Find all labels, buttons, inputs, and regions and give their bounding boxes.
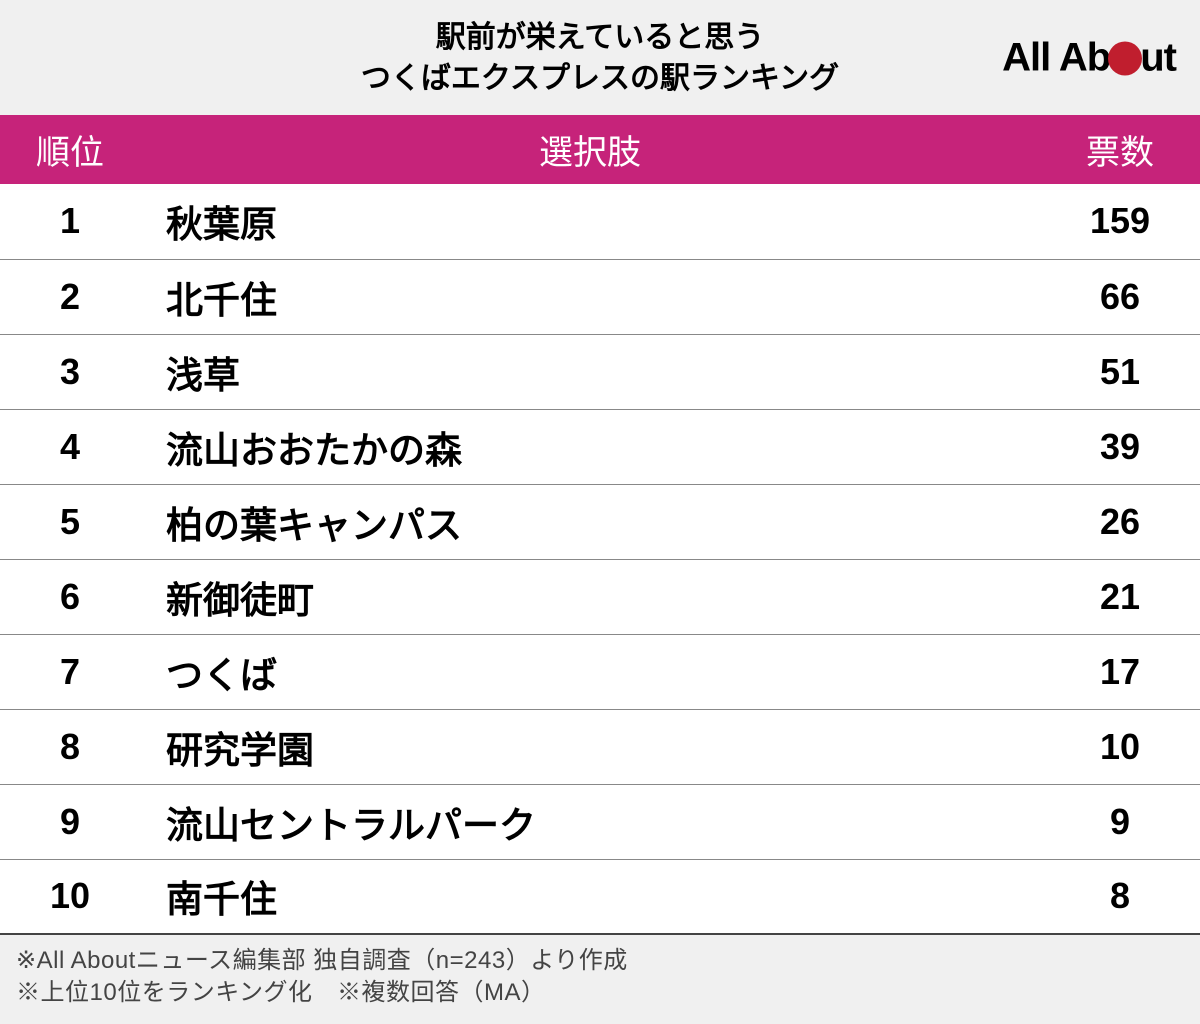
- table-row: 5柏の葉キャンパス26: [0, 484, 1200, 559]
- cell-name: 流山おおたかの森: [140, 409, 1040, 484]
- table-row: 10南千住8: [0, 859, 1200, 934]
- cell-name: 浅草: [140, 334, 1040, 409]
- cell-rank: 3: [0, 334, 140, 409]
- col-header-votes: 票数: [1040, 115, 1200, 184]
- cell-name: 研究学園: [140, 709, 1040, 784]
- cell-rank: 7: [0, 634, 140, 709]
- cell-rank: 9: [0, 784, 140, 859]
- logo-text-1: All Ab: [1002, 35, 1110, 80]
- cell-name: 新御徒町: [140, 559, 1040, 634]
- cell-rank: 2: [0, 259, 140, 334]
- table-row: 3浅草51: [0, 334, 1200, 409]
- cell-votes: 10: [1040, 709, 1200, 784]
- cell-votes: 8: [1040, 859, 1200, 934]
- header: 駅前が栄えていると思う つくばエクスプレスの駅ランキング All Ab ut: [0, 0, 1200, 115]
- cell-rank: 1: [0, 184, 140, 259]
- cell-rank: 6: [0, 559, 140, 634]
- cell-name: 柏の葉キャンパス: [140, 484, 1040, 559]
- allabout-logo: All Ab ut: [1002, 35, 1176, 80]
- table-row: 8研究学園10: [0, 709, 1200, 784]
- cell-name: 南千住: [140, 859, 1040, 934]
- footer-line-2: ※上位10位をランキング化 ※複数回答（MA）: [16, 977, 1184, 1009]
- footer: ※All Aboutニュース編集部 独自調査（n=243）より作成 ※上位10位…: [0, 935, 1200, 1024]
- cell-votes: 21: [1040, 559, 1200, 634]
- col-header-name: 選択肢: [140, 115, 1040, 184]
- cell-rank: 5: [0, 484, 140, 559]
- table-row: 6新御徒町21: [0, 559, 1200, 634]
- table-row: 7つくば17: [0, 634, 1200, 709]
- cell-name: つくば: [140, 634, 1040, 709]
- table-header-row: 順位 選択肢 票数: [0, 115, 1200, 184]
- cell-votes: 66: [1040, 259, 1200, 334]
- title-line-2: つくばエクスプレスの駅ランキング: [361, 59, 839, 100]
- table-row: 1秋葉原159: [0, 184, 1200, 259]
- cell-votes: 26: [1040, 484, 1200, 559]
- footer-line-1: ※All Aboutニュース編集部 独自調査（n=243）より作成: [16, 945, 1184, 977]
- table-row: 4流山おおたかの森39: [0, 409, 1200, 484]
- ranking-card: 駅前が栄えていると思う つくばエクスプレスの駅ランキング All Ab ut 順…: [0, 0, 1200, 1024]
- ranking-table: 順位 選択肢 票数 1秋葉原1592北千住663浅草514流山おおたかの森395…: [0, 115, 1200, 935]
- title-line-1: 駅前が栄えていると思う: [361, 18, 839, 59]
- logo-text-2: ut: [1140, 35, 1176, 80]
- cell-name: 北千住: [140, 259, 1040, 334]
- table-row: 9流山セントラルパーク9: [0, 784, 1200, 859]
- cell-votes: 17: [1040, 634, 1200, 709]
- cell-votes: 39: [1040, 409, 1200, 484]
- col-header-rank: 順位: [0, 115, 140, 184]
- cell-name: 秋葉原: [140, 184, 1040, 259]
- cell-rank: 4: [0, 409, 140, 484]
- cell-votes: 9: [1040, 784, 1200, 859]
- cell-votes: 159: [1040, 184, 1200, 259]
- cell-votes: 51: [1040, 334, 1200, 409]
- cell-rank: 8: [0, 709, 140, 784]
- table-row: 2北千住66: [0, 259, 1200, 334]
- logo-dot-icon: [1108, 41, 1142, 75]
- cell-rank: 10: [0, 859, 140, 934]
- cell-name: 流山セントラルパーク: [140, 784, 1040, 859]
- title-block: 駅前が栄えていると思う つくばエクスプレスの駅ランキング: [361, 18, 839, 99]
